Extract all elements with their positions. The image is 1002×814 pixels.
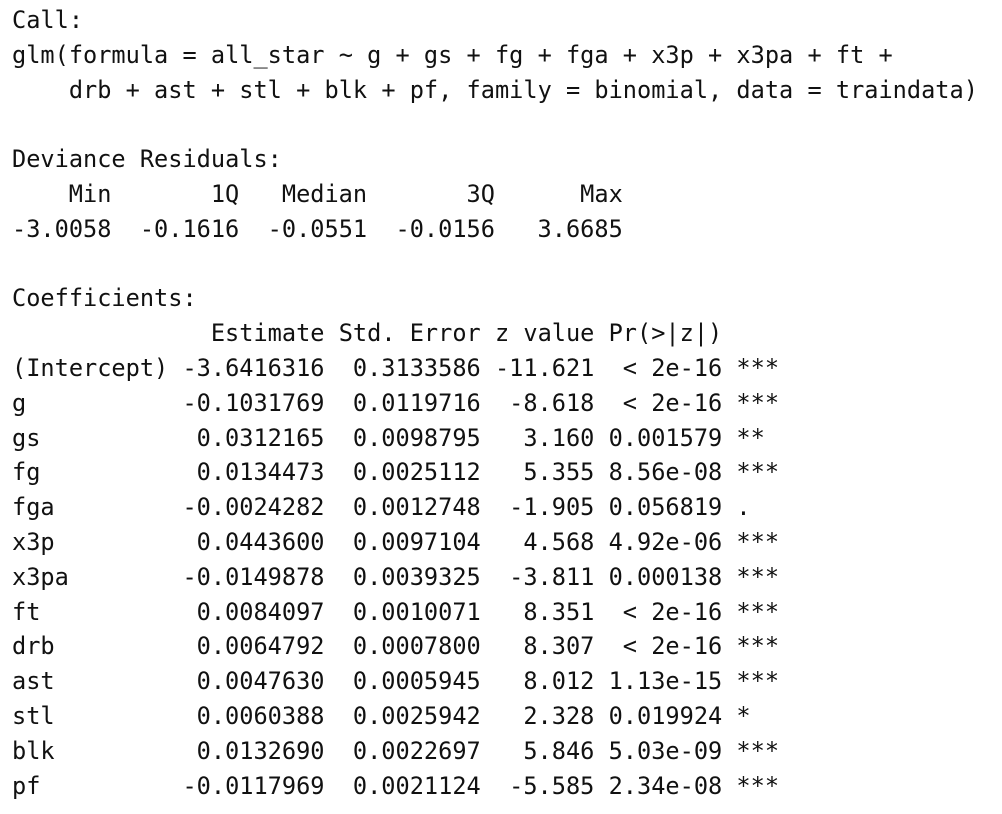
signif: *** [736, 632, 780, 661]
deviance-label: Deviance Residuals: [12, 145, 282, 174]
p-value: 2.34e-08 [608, 771, 723, 800]
z-value: -11.621 [494, 354, 595, 382]
p-value: 0.001579 [608, 423, 723, 452]
std-error: 0.0021124 [352, 771, 481, 800]
signif: *** [736, 736, 780, 765]
p-value: 0.019924 [608, 702, 723, 730]
estimate: -0.0117969 [182, 771, 325, 800]
term: fga [12, 493, 55, 522]
estimate: 0.0312165 [196, 423, 325, 452]
deviance-header: 3Q [466, 180, 495, 208]
estimate: 0.0132690 [196, 736, 325, 765]
z-value: 8.307 [523, 632, 595, 661]
z-value: 5.846 [523, 736, 595, 765]
std-error: 0.0025942 [352, 702, 481, 730]
deviance-value: 3.6685 [537, 214, 623, 243]
std-error: 0.0039325 [352, 562, 481, 591]
std-error: 0.0025112 [352, 458, 481, 487]
term: ft [12, 597, 41, 626]
call-line: glm(formula = all_star ~ g + gs + fg + f… [12, 40, 893, 69]
std-error: 0.3133586 [352, 354, 481, 382]
std-error: 0.0022697 [352, 736, 481, 765]
p-value: 5.03e-09 [608, 736, 723, 765]
z-value: 3.160 [523, 423, 595, 452]
signif: *** [736, 528, 780, 556]
estimate: 0.0134473 [196, 458, 325, 487]
deviance-value: -0.1616 [139, 214, 240, 243]
term: drb [12, 632, 55, 661]
coef-header: Estimate [210, 319, 325, 348]
estimate: -0.1031769 [182, 388, 325, 417]
estimate: -0.0149878 [182, 562, 325, 591]
p-value: < 2e-16 [622, 597, 723, 626]
term: gs [12, 423, 41, 452]
signif: *** [736, 667, 780, 696]
z-value: 2.328 [523, 702, 595, 730]
p-value: 4.92e-06 [608, 528, 723, 556]
call-label: Call: [12, 6, 84, 34]
term: x3p [12, 528, 55, 556]
std-error: 0.0007800 [352, 632, 481, 661]
std-error: 0.0097104 [352, 528, 481, 556]
coef-header: Std. Error [338, 319, 481, 348]
term: g [12, 388, 27, 417]
std-error: 0.0012748 [352, 493, 481, 522]
deviance-value: -0.0551 [267, 214, 368, 243]
coef-header: z value [494, 319, 595, 348]
estimate: 0.0084097 [196, 597, 325, 626]
p-value: 0.000138 [608, 562, 723, 591]
z-value: 4.568 [523, 528, 595, 556]
z-value: 8.012 [523, 667, 595, 696]
std-error: 0.0005945 [352, 667, 481, 696]
estimate: 0.0064792 [196, 632, 325, 661]
z-value: -3.811 [509, 562, 595, 591]
estimate: -3.6416316 [182, 354, 325, 382]
term: stl [12, 702, 55, 730]
term: blk [12, 736, 55, 765]
p-value: 8.56e-08 [608, 458, 723, 487]
deviance-header: Median [281, 180, 368, 208]
term: ast [12, 667, 55, 696]
estimate: -0.0024282 [182, 493, 325, 522]
deviance-header: Max [580, 180, 623, 208]
deviance-value: -0.0156 [395, 214, 495, 243]
signif: ** [736, 423, 765, 452]
deviance-value: -3.0058 [12, 214, 112, 243]
z-value: -5.585 [509, 771, 595, 800]
estimate: 0.0047630 [196, 667, 325, 696]
term: x3pa [12, 562, 69, 591]
signif: *** [736, 597, 780, 626]
std-error: 0.0010071 [352, 597, 481, 626]
z-value: -8.618 [509, 388, 595, 417]
coef-header: Pr(>|z|) [608, 319, 723, 348]
z-value: 8.351 [523, 597, 595, 626]
p-value: 0.056819 [608, 493, 723, 522]
z-value: 5.355 [523, 458, 595, 487]
signif: *** [736, 562, 780, 591]
std-error: 0.0119716 [352, 388, 481, 417]
term: (Intercept) [12, 354, 169, 382]
z-value: -1.905 [509, 493, 595, 522]
signif: *** [736, 388, 780, 417]
p-value: < 2e-16 [622, 354, 723, 382]
term: fg [12, 458, 41, 487]
signif: *** [736, 771, 780, 800]
p-value: 1.13e-15 [608, 667, 723, 696]
coefficients-label: Coefficients: [12, 284, 197, 313]
estimate: 0.0443600 [196, 528, 325, 556]
p-value: < 2e-16 [622, 388, 723, 417]
signif: *** [736, 354, 780, 382]
p-value: < 2e-16 [622, 632, 723, 661]
call-line: drb + ast + stl + blk + pf, family = bin… [68, 75, 978, 104]
estimate: 0.0060388 [196, 702, 325, 730]
std-error: 0.0098795 [352, 423, 481, 452]
deviance-header: 1Q [210, 180, 240, 208]
term: pf [12, 771, 41, 800]
signif: *** [736, 458, 780, 487]
signif: . [736, 493, 751, 522]
signif: * [736, 702, 751, 730]
deviance-header: Min [68, 180, 112, 208]
